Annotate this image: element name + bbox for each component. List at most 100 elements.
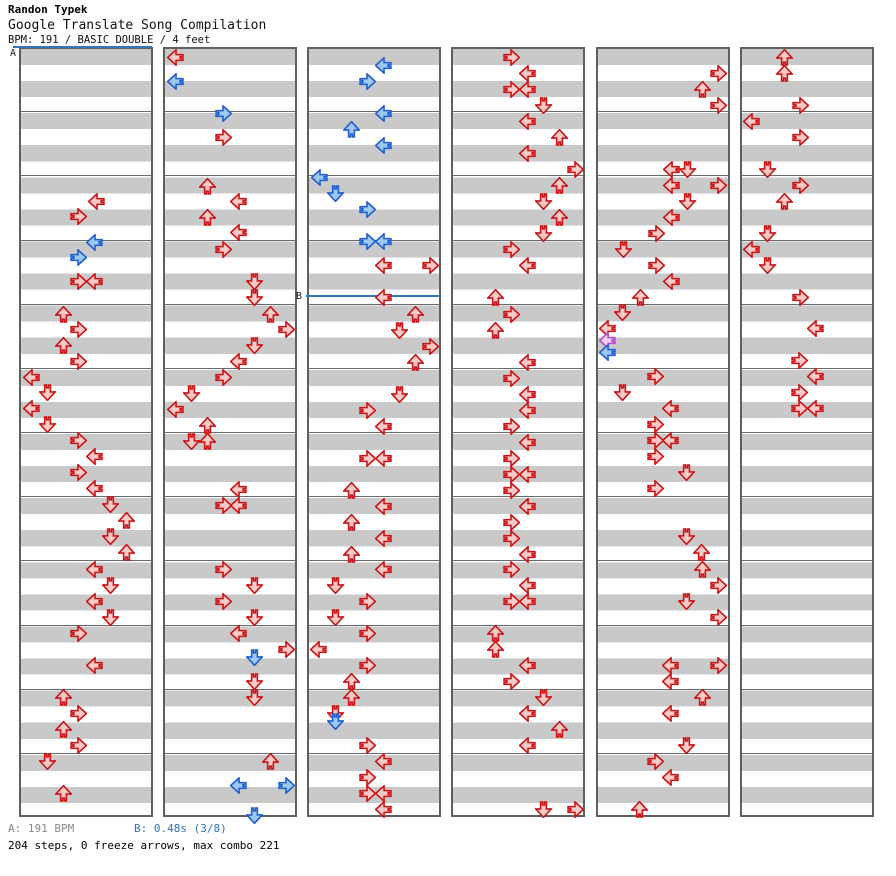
arrow-left-icon [518, 576, 536, 594]
arrow-down-icon [677, 463, 695, 481]
arrow-left-icon [662, 272, 680, 290]
arrow-left-icon [374, 752, 392, 770]
measure-line [165, 560, 295, 562]
arrow-up-icon [198, 416, 216, 434]
measure-line [742, 175, 872, 177]
arrow-left-icon [806, 319, 824, 337]
arrow-right-icon [646, 415, 664, 433]
arrow-left-icon [518, 592, 536, 610]
arrow-left-icon [518, 545, 536, 563]
arrow-right-icon [502, 513, 520, 531]
step-column [19, 47, 153, 817]
arrow-right-icon [502, 80, 520, 98]
measure-line [742, 432, 872, 433]
measure-line [453, 111, 583, 113]
arrow-left-icon [518, 353, 536, 371]
arrow-left-icon [518, 112, 536, 130]
arrow-left-icon [229, 192, 247, 210]
arrow-up-icon [54, 784, 72, 802]
measure-line [165, 752, 295, 754]
arrow-left-icon [661, 672, 679, 690]
arrow-up-icon [342, 688, 360, 706]
arrow-down-icon [534, 688, 552, 706]
arrow-right-icon [277, 640, 295, 658]
measure-line [165, 688, 295, 690]
arrow-up-icon [486, 624, 504, 642]
arrow-up-icon [406, 305, 424, 323]
arrow-left-icon [22, 368, 40, 386]
arrow-right-icon [566, 160, 584, 178]
arrow-left-icon [85, 272, 103, 290]
arrow-left-icon [374, 560, 392, 578]
arrow-down-icon [38, 415, 56, 433]
arrow-left-icon [662, 208, 680, 226]
arrow-up-icon [342, 120, 360, 138]
arrow-up-icon [486, 321, 504, 339]
arrow-left-icon [518, 64, 536, 82]
measure-line [165, 624, 295, 626]
arrow-left-icon [229, 480, 247, 498]
arrow-left-icon [806, 399, 824, 417]
arrow-right-icon [502, 592, 520, 610]
arrow-up-icon [342, 672, 360, 690]
arrow-left-icon [374, 288, 392, 306]
arrow-left-icon [85, 560, 103, 578]
arrow-left-icon [374, 497, 392, 515]
arrow-down-icon [245, 576, 263, 594]
measure-line [453, 688, 583, 690]
arrow-right-icon [709, 96, 727, 114]
arrow-right-icon [502, 465, 520, 483]
arrow-down-icon [677, 736, 695, 754]
arrow-up-icon [406, 353, 424, 371]
measure-line [21, 111, 151, 113]
arrow-up-icon [54, 688, 72, 706]
arrow-right-icon [502, 529, 520, 547]
arrow-down-icon [390, 321, 408, 339]
arrow-left-icon [166, 72, 184, 90]
arrow-left-icon [661, 768, 679, 786]
measure-line [453, 303, 583, 305]
arrow-down-icon [534, 800, 552, 818]
arrow-up-icon [486, 640, 504, 658]
arrow-right-icon [709, 576, 727, 594]
arrow-up-icon [198, 208, 216, 226]
arrow-right-icon [358, 72, 376, 90]
arrow-left-icon [374, 56, 392, 74]
measure-line [598, 303, 728, 305]
arrow-down-icon [101, 527, 119, 545]
arrow-right-icon [69, 207, 87, 225]
arrow-right-icon [647, 224, 665, 242]
arrow-up-icon [261, 305, 279, 323]
arrow-down-icon [182, 432, 200, 450]
arrow-right-icon [69, 704, 87, 722]
arrow-down-icon [245, 688, 263, 706]
measure-line [165, 432, 295, 433]
arrow-up-icon [550, 720, 568, 738]
arrow-up-icon [775, 64, 793, 82]
arrow-left-icon [310, 168, 328, 186]
measure-line [742, 111, 872, 113]
arrow-down-icon [677, 527, 695, 545]
measure-line [21, 367, 151, 369]
arrow-right-icon [69, 272, 87, 290]
arrow-down-icon [326, 576, 344, 594]
arrow-left-icon [374, 784, 392, 802]
measure-line [165, 303, 295, 305]
arrow-down-icon [758, 160, 776, 178]
arrow-left-icon [85, 656, 103, 674]
arrow-left-icon [229, 352, 247, 370]
arrow-up-icon [630, 800, 648, 818]
arrow-left-icon [518, 256, 536, 274]
measure-line [309, 367, 439, 369]
arrow-up-icon [693, 560, 711, 578]
arrow-right-icon [69, 431, 87, 449]
arrow-right-icon [502, 672, 520, 690]
arrow-left-icon [661, 399, 679, 417]
arrow-down-icon [101, 608, 119, 626]
arrow-right-icon [646, 752, 664, 770]
arrow-right-icon [358, 401, 376, 419]
arrow-up-icon [693, 688, 711, 706]
arrow-up-icon [550, 208, 568, 226]
marker-b-info: B: 0.48s (3/8) [134, 822, 227, 835]
